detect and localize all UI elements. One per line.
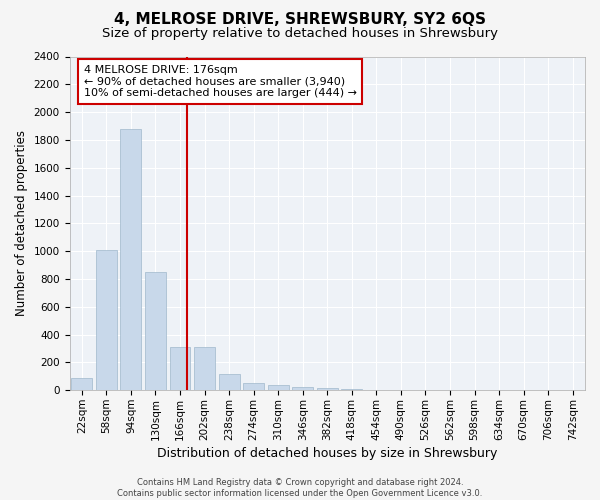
Bar [145,272,166,390]
Bar [268,386,289,390]
Bar [71,378,92,390]
Bar [341,389,362,390]
Text: Contains HM Land Registry data © Crown copyright and database right 2024.
Contai: Contains HM Land Registry data © Crown c… [118,478,482,498]
Text: 4 MELROSE DRIVE: 176sqm
← 90% of detached houses are smaller (3,940)
10% of semi: 4 MELROSE DRIVE: 176sqm ← 90% of detache… [84,65,357,98]
Bar [243,384,264,390]
X-axis label: Distribution of detached houses by size in Shrewsbury: Distribution of detached houses by size … [157,447,497,460]
Bar [218,374,239,390]
Bar [292,387,313,390]
Text: Size of property relative to detached houses in Shrewsbury: Size of property relative to detached ho… [102,28,498,40]
Bar [96,250,117,390]
Text: 4, MELROSE DRIVE, SHREWSBURY, SY2 6QS: 4, MELROSE DRIVE, SHREWSBURY, SY2 6QS [114,12,486,28]
Bar [121,129,142,390]
Bar [317,388,338,390]
Bar [170,347,190,391]
Y-axis label: Number of detached properties: Number of detached properties [15,130,28,316]
Bar [194,347,215,391]
